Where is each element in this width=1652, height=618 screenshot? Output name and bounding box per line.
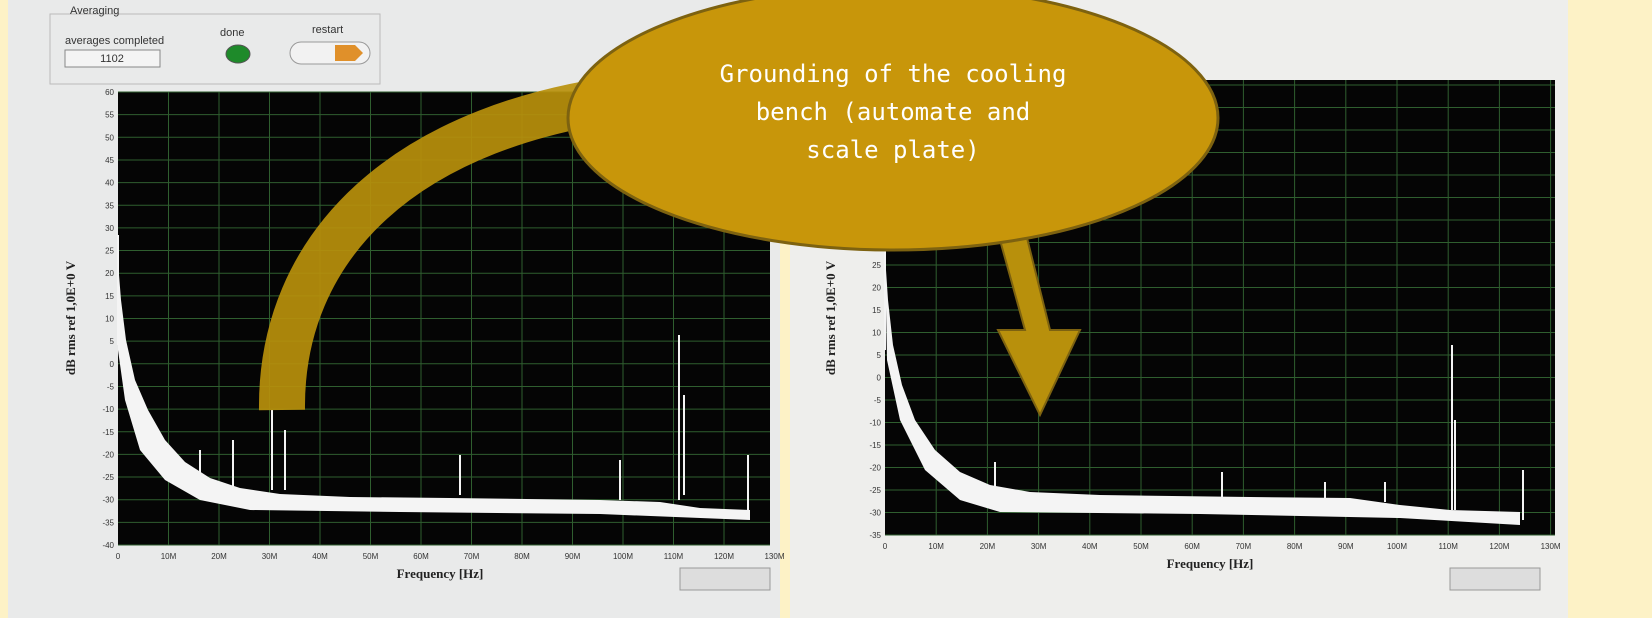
y-tick-label: 15 — [872, 306, 881, 315]
x-tick-label: 120M — [714, 552, 734, 561]
y-tick-label: 5 — [877, 351, 882, 360]
averaging-label: Averaging — [70, 5, 119, 17]
x-tick-label: 70M — [1236, 542, 1252, 551]
x-tick-label: 90M — [1338, 542, 1354, 551]
y-tick-label: 30 — [105, 224, 114, 233]
y-tick-label: -20 — [102, 450, 114, 459]
y-tick-label: -20 — [869, 464, 881, 473]
x-tick-label: 50M — [363, 552, 379, 561]
left-y-axis-label: dB rms ref 1,0E+0 V — [63, 260, 78, 375]
y-tick-label: -35 — [869, 531, 881, 540]
callout-line: Grounding of the cooling — [720, 60, 1067, 88]
y-tick-label: -35 — [102, 518, 114, 527]
x-tick-label: 110M — [664, 552, 684, 561]
y-tick-label: 0 — [110, 360, 115, 369]
y-tick-label: -15 — [102, 428, 114, 437]
restart-indicator — [335, 45, 363, 61]
y-tick-label: 45 — [105, 156, 114, 165]
y-tick-label: 10 — [872, 329, 881, 338]
x-tick-label: 120M — [1489, 542, 1509, 551]
x-tick-label: 50M — [1133, 542, 1149, 551]
x-tick-label: 30M — [262, 552, 278, 561]
x-tick-label: 100M — [613, 552, 633, 561]
x-tick-label: 80M — [514, 552, 530, 561]
x-tick-label: 10M — [161, 552, 177, 561]
done-label: done — [220, 27, 244, 39]
averages-value: 1102 — [100, 53, 124, 65]
y-tick-label: -5 — [874, 396, 882, 405]
callout-line: bench (automate and — [756, 98, 1031, 126]
x-tick-label: 100M — [1387, 542, 1407, 551]
arrow-in — [258, 72, 653, 411]
y-tick-label: -30 — [102, 496, 114, 505]
x-tick-label: 90M — [565, 552, 581, 561]
y-tick-label: -15 — [869, 441, 881, 450]
x-tick-label: 20M — [980, 542, 996, 551]
y-tick-label: 35 — [105, 201, 114, 210]
left-tools[interactable] — [679, 567, 771, 591]
x-tick-label: 20M — [211, 552, 227, 561]
left-grid: 605550454035302520151050-5-10-15-20-25-3… — [102, 88, 784, 561]
right-x-axis-label: Frequency [Hz] — [1167, 556, 1254, 571]
x-tick-label: 30M — [1031, 542, 1047, 551]
y-tick-label: 10 — [105, 315, 114, 324]
arrow-out — [996, 228, 1082, 418]
y-tick-label: 60 — [105, 88, 114, 97]
x-tick-label: 60M — [1184, 542, 1200, 551]
left-spikes — [117, 235, 749, 515]
x-tick-label: 80M — [1287, 542, 1303, 551]
x-tick-label: 130M — [764, 552, 784, 561]
done-led — [225, 44, 251, 64]
x-tick-label: 10M — [928, 542, 944, 551]
y-tick-label: -25 — [102, 473, 114, 482]
right-spikes — [884, 240, 1524, 520]
averages-label: averages completed — [65, 35, 164, 47]
left-x-axis-label: Frequency [Hz] — [397, 566, 484, 581]
x-tick-label: 70M — [464, 552, 480, 561]
y-tick-label: 5 — [110, 337, 115, 346]
x-tick-label: 110M — [1438, 542, 1458, 551]
y-tick-label: -30 — [869, 509, 881, 518]
restart-label: restart — [312, 24, 343, 36]
y-tick-label: -25 — [869, 486, 881, 495]
y-tick-label: 0 — [877, 374, 882, 383]
x-tick-label: 0 — [116, 552, 121, 561]
right-tools[interactable] — [1449, 567, 1541, 591]
callout-bubble — [566, 0, 1220, 252]
y-tick-label: 25 — [105, 247, 114, 256]
right-y-axis-label: dB rms ref 1,0E+0 V — [823, 260, 838, 375]
x-tick-label: 40M — [312, 552, 328, 561]
averaging-box — [49, 13, 381, 85]
y-tick-label: 20 — [872, 284, 881, 293]
y-tick-label: -10 — [869, 419, 881, 428]
y-tick-label: 20 — [105, 269, 114, 278]
y-tick-label: 40 — [105, 179, 114, 188]
x-tick-label: 0 — [883, 542, 888, 551]
x-tick-label: 60M — [413, 552, 429, 561]
y-tick-label: -40 — [102, 541, 114, 550]
y-tick-label: 25 — [872, 261, 881, 270]
y-tick-label: 15 — [105, 292, 114, 301]
x-tick-label: 130M — [1541, 542, 1561, 551]
y-tick-label: 50 — [105, 133, 114, 142]
callout-line: scale plate) — [806, 136, 979, 164]
y-tick-label: 55 — [105, 111, 114, 120]
y-tick-label: -10 — [102, 405, 114, 414]
averages-field — [64, 49, 161, 68]
y-tick-label: -5 — [107, 382, 115, 391]
x-tick-label: 40M — [1082, 542, 1098, 551]
